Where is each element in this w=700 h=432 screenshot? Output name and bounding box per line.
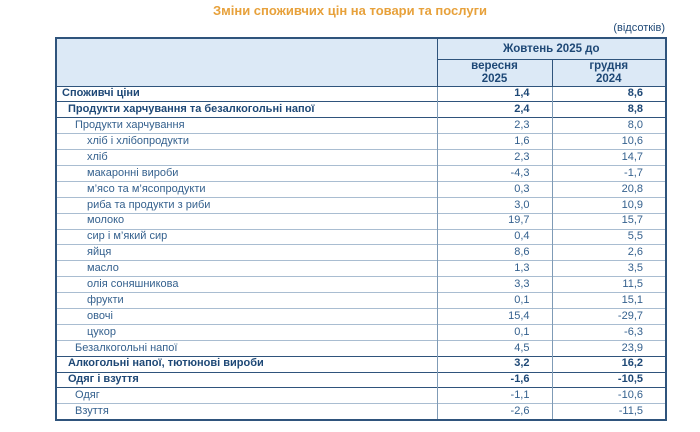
value-vs-sep2025: -1,6 xyxy=(436,371,552,388)
value-vs-dec2024: 23,9 xyxy=(551,339,666,357)
value-vs-dec2024: 8,0 xyxy=(551,117,666,134)
table-row: Продукти харчування та безалкогольні нап… xyxy=(56,101,666,118)
value-vs-dec2024: -6,3 xyxy=(551,323,666,341)
table-row: Споживчі ціни 1,4 8,6 xyxy=(56,85,666,102)
row-label: цукор xyxy=(56,323,437,341)
corner-cell xyxy=(56,38,438,86)
value-vs-dec2024: 5,5 xyxy=(551,228,666,245)
value-vs-dec2024: 20,8 xyxy=(551,180,666,198)
page-title: Зміни споживчих цін на товари та послуги xyxy=(212,3,488,18)
row-label: овочі xyxy=(56,307,437,325)
consumer-prices-table: Жовтень 2025 до вересня 2025 грудня 2024… xyxy=(55,37,667,421)
value-vs-sep2025: 4,5 xyxy=(436,339,552,357)
table-row: масло 1,3 3,5 xyxy=(56,260,666,277)
value-vs-sep2025: 1,3 xyxy=(436,260,552,277)
row-label: Продукти харчування xyxy=(56,117,437,134)
value-vs-sep2025: 2,3 xyxy=(436,117,552,134)
row-label: риба та продукти з риби xyxy=(56,196,437,214)
table-row: олія соняшникова 3,3 11,5 xyxy=(56,276,666,293)
header-sub-row: вересня 2025 грудня 2024 xyxy=(56,58,666,86)
column-header-sep2025-line1: вересня xyxy=(471,59,518,72)
table-header: Жовтень 2025 до вересня 2025 грудня 2024 xyxy=(56,38,667,86)
value-vs-dec2024: 11,5 xyxy=(551,276,666,293)
table-row: м’ясо та м’ясопродукти 0,3 20,8 xyxy=(56,180,666,198)
table-row: Безалкогольні напої 4,5 23,9 xyxy=(56,339,666,357)
row-label: Одяг і взуття xyxy=(56,371,437,388)
value-vs-sep2025: 0,4 xyxy=(436,228,552,245)
value-vs-sep2025: 3,3 xyxy=(436,276,552,293)
table-row: хліб і хлібопродукти 1,6 10,6 xyxy=(56,133,666,150)
row-label: макаронні вироби xyxy=(56,164,437,182)
table-row: молоко 19,7 15,7 xyxy=(56,212,666,230)
table-row: Алкогольні напої, тютюнові вироби 3,2 16… xyxy=(56,355,666,373)
row-label: фрукти xyxy=(56,292,437,309)
row-label: сир і м’який сир xyxy=(56,228,437,245)
column-header-dec2024-line1: грудня xyxy=(589,59,629,72)
period-group-header: Жовтень 2025 до xyxy=(437,38,667,59)
value-vs-dec2024: 2,6 xyxy=(551,244,666,261)
table-row: Взуття -2,6 -11,5 xyxy=(56,403,666,420)
value-vs-dec2024: -1,7 xyxy=(551,164,666,182)
value-vs-dec2024: -11,5 xyxy=(551,403,666,420)
value-vs-dec2024: -10,6 xyxy=(551,387,666,404)
unit-note: (відсотків) xyxy=(613,22,665,34)
row-label: масло xyxy=(56,260,437,277)
table-row: хліб 2,3 14,7 xyxy=(56,149,666,166)
row-label: Безалкогольні напої xyxy=(56,339,437,357)
table-row: цукор 0,1 -6,3 xyxy=(56,323,666,341)
table-body: Споживчі ціни 1,4 8,6 Продукти харчуванн… xyxy=(56,85,666,420)
table-row: овочі 15,4 -29,7 xyxy=(56,307,666,325)
value-vs-dec2024: -29,7 xyxy=(551,307,666,325)
row-label: олія соняшникова xyxy=(56,276,437,293)
row-label: молоко xyxy=(56,212,437,230)
value-vs-sep2025: -1,1 xyxy=(436,387,552,404)
value-vs-dec2024: 8,8 xyxy=(551,101,666,118)
row-label: хліб xyxy=(56,149,437,166)
row-label: яйця xyxy=(56,244,437,261)
value-vs-dec2024: 15,7 xyxy=(551,212,666,230)
table-row: Продукти харчування 2,3 8,0 xyxy=(56,117,666,134)
row-label: м’ясо та м’ясопродукти xyxy=(56,180,437,198)
value-vs-sep2025: 8,6 xyxy=(436,244,552,261)
table-row: макаронні вироби -4,3 -1,7 xyxy=(56,164,666,182)
row-label: Споживчі ціни xyxy=(56,85,437,102)
table-row: Одяг і взуття -1,6 -10,5 xyxy=(56,371,666,388)
value-vs-sep2025: 0,3 xyxy=(436,180,552,198)
table-row: Одяг -1,1 -10,6 xyxy=(56,387,666,404)
value-vs-sep2025: 0,1 xyxy=(436,292,552,309)
row-label: хліб і хлібопродукти xyxy=(56,133,437,150)
value-vs-sep2025: 0,1 xyxy=(436,323,552,341)
value-vs-dec2024: 14,7 xyxy=(551,149,666,166)
table-row: яйця 8,6 2,6 xyxy=(56,244,666,261)
value-vs-dec2024: 16,2 xyxy=(551,355,666,373)
column-header-dec2024: грудня 2024 xyxy=(552,58,666,86)
value-vs-dec2024: 8,6 xyxy=(551,85,666,102)
row-label: Алкогольні напої, тютюнові вироби xyxy=(56,355,437,373)
column-header-sep2025-line2: 2025 xyxy=(481,72,508,85)
value-vs-sep2025: 3,2 xyxy=(436,355,552,373)
value-vs-dec2024: 15,1 xyxy=(551,292,666,309)
value-vs-sep2025: 15,4 xyxy=(436,307,552,325)
value-vs-sep2025: -2,6 xyxy=(436,403,552,420)
column-header-sep2025: вересня 2025 xyxy=(437,58,553,86)
table-row: риба та продукти з риби 3,0 10,9 xyxy=(56,196,666,214)
value-vs-dec2024: -10,5 xyxy=(551,371,666,388)
table-row: сир і м’який сир 0,4 5,5 xyxy=(56,228,666,245)
row-label: Одяг xyxy=(56,387,437,404)
value-vs-sep2025: 1,4 xyxy=(436,85,552,102)
value-vs-sep2025: 19,7 xyxy=(436,212,552,230)
value-vs-sep2025: -4,3 xyxy=(436,164,552,182)
value-vs-sep2025: 2,3 xyxy=(436,149,552,166)
header-group-row: Жовтень 2025 до xyxy=(56,38,667,86)
value-vs-dec2024: 10,9 xyxy=(551,196,666,214)
table-row: фрукти 0,1 15,1 xyxy=(56,292,666,309)
value-vs-sep2025: 3,0 xyxy=(436,196,552,214)
row-label: Взуття xyxy=(56,403,437,420)
column-header-dec2024-line2: 2024 xyxy=(595,72,622,85)
value-vs-dec2024: 3,5 xyxy=(551,260,666,277)
value-vs-dec2024: 10,6 xyxy=(551,133,666,150)
value-vs-sep2025: 2,4 xyxy=(436,101,552,118)
value-vs-sep2025: 1,6 xyxy=(436,133,552,150)
row-label: Продукти харчування та безалкогольні нап… xyxy=(56,101,437,118)
